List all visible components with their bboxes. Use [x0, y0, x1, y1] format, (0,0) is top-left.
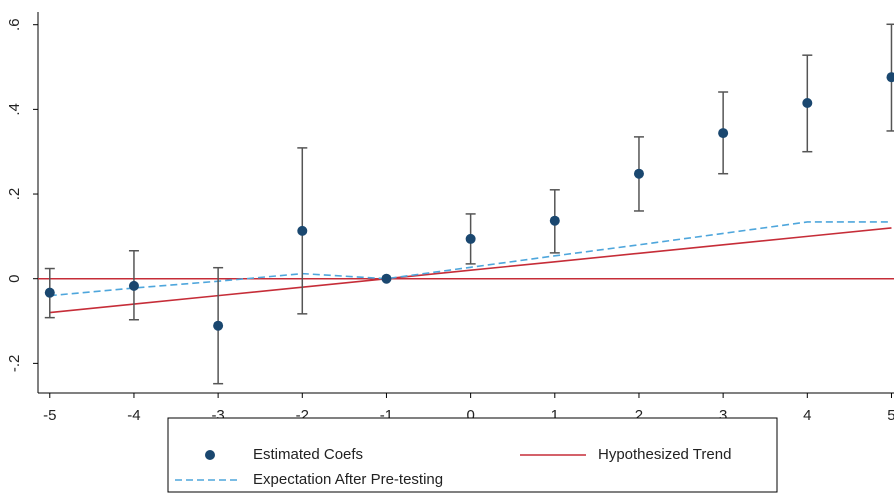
point [886, 72, 894, 83]
point [213, 320, 224, 331]
x-tick-label: 0 [466, 407, 474, 424]
point [802, 98, 813, 109]
y-tick-label: -.2 [6, 355, 23, 373]
point [549, 215, 560, 226]
legend-label: Hypothesized Trend [598, 446, 731, 463]
legend-box [167, 417, 778, 493]
x-tick-label: 3 [719, 407, 727, 424]
x-tick-label: -5 [43, 407, 56, 424]
point [381, 273, 392, 284]
y-tick-label: .2 [6, 188, 23, 201]
y-tick-label: .6 [6, 18, 23, 31]
legend-label: Estimated Coefs [253, 446, 363, 463]
y-tick-label: 0 [6, 275, 23, 283]
x-tick-label: 5 [887, 407, 894, 424]
point [297, 225, 308, 236]
point [633, 168, 644, 179]
x-tick-label: -4 [127, 407, 140, 424]
point [718, 128, 729, 139]
x-tick-label: 2 [635, 407, 643, 424]
x-tick-label: 1 [551, 407, 559, 424]
point [44, 287, 55, 298]
series-line [49, 227, 892, 314]
legend-marker [205, 450, 215, 460]
x-tick-label: 4 [803, 407, 811, 424]
point [465, 233, 476, 244]
series-line [49, 221, 892, 297]
point [128, 280, 139, 291]
y-tick-label: .4 [6, 103, 23, 116]
legend-label: Expectation After Pre-testing [253, 471, 443, 488]
